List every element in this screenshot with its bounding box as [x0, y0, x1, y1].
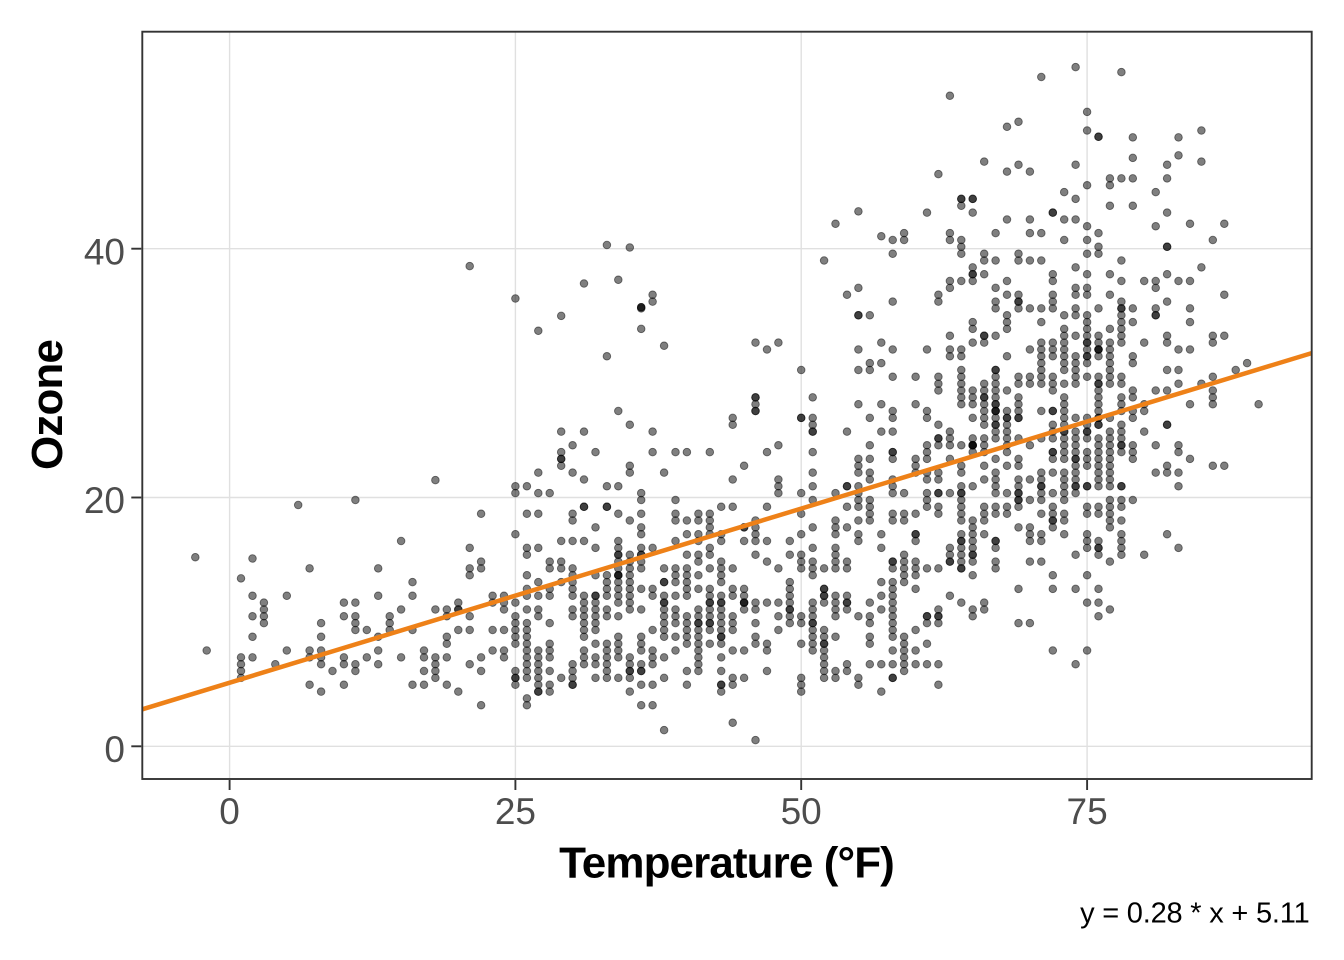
svg-text:0: 0 [104, 729, 125, 770]
svg-text:Ozone: Ozone [23, 340, 72, 470]
svg-text:25: 25 [495, 791, 536, 832]
svg-text:75: 75 [1067, 791, 1108, 832]
svg-text:40: 40 [84, 231, 125, 272]
svg-text:y = 0.28 * x + 5.11: y = 0.28 * x + 5.11 [1080, 898, 1309, 930]
svg-text:50: 50 [781, 791, 822, 832]
svg-text:Temperature (°F): Temperature (°F) [559, 839, 894, 888]
svg-text:20: 20 [84, 480, 125, 521]
svg-text:0: 0 [219, 791, 240, 832]
